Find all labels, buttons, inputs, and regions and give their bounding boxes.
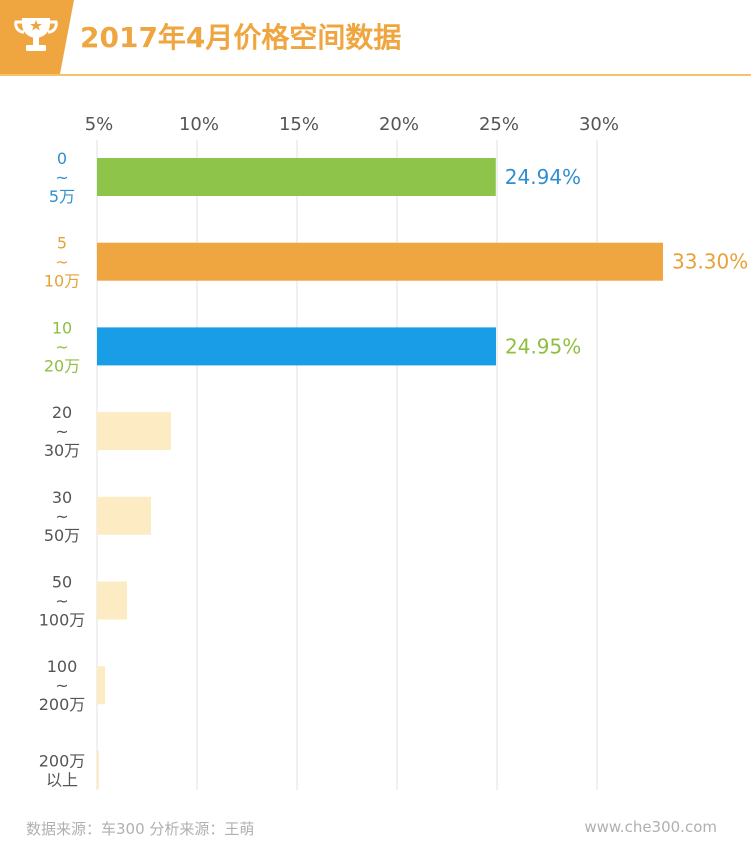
bar [97, 242, 663, 281]
category-label: ~ [55, 337, 68, 356]
category-label: ~ [55, 592, 68, 611]
category-label: ~ [55, 253, 68, 272]
bar [97, 581, 127, 620]
category-label: 以上 [46, 770, 78, 789]
bar [97, 666, 105, 705]
x-tick-label: 30% [579, 114, 619, 135]
category-label: 5万 [49, 187, 75, 206]
x-tick-label: 25% [479, 114, 519, 135]
header-divider [0, 74, 751, 76]
data-label: 24.95% [505, 334, 581, 358]
category-label: 200万 [39, 751, 86, 770]
bar [97, 158, 496, 196]
bar [97, 327, 496, 366]
category-label: 0 [57, 149, 67, 168]
category-label: 30 [52, 488, 72, 507]
data-label: 24.94% [505, 165, 581, 189]
x-tick-label: 10% [179, 114, 219, 135]
data-source: 数据来源：车300 分析来源：王萌 [26, 820, 255, 838]
website-url: www.che300.com [584, 818, 717, 836]
trophy-icon [0, 0, 74, 74]
category-label: ~ [55, 507, 68, 526]
x-tick-label: 15% [279, 114, 319, 135]
category-label: ~ [55, 168, 68, 187]
category-label: 100 [47, 657, 78, 676]
category-label: 20 [52, 403, 72, 422]
bar [97, 496, 151, 535]
bar [97, 750, 99, 789]
category-label: 100万 [39, 611, 86, 630]
category-label: 5 [57, 234, 67, 253]
title-badge [0, 0, 74, 74]
page-title: 2017年4月价格空间数据 [80, 21, 402, 54]
category-label: ~ [55, 422, 68, 441]
x-tick-label: 20% [379, 114, 419, 135]
category-label: 20万 [44, 356, 80, 375]
category-label: 50万 [44, 526, 80, 545]
category-label: 200万 [39, 695, 86, 714]
category-label: 10万 [44, 272, 80, 291]
category-label: ~ [55, 676, 68, 695]
header: 2017年4月价格空间数据 [0, 0, 751, 78]
category-label: 30万 [44, 441, 80, 460]
category-label: 50 [52, 573, 72, 592]
bar-chart: 5% 10% 15% 20% 25% 30%0~5万24.94%5~10万33.30%10… [39, 114, 748, 790]
category-label: 10 [52, 318, 72, 337]
bar [97, 412, 171, 451]
x-tick-label: 5% [85, 114, 114, 135]
data-label: 33.30% [672, 250, 748, 274]
